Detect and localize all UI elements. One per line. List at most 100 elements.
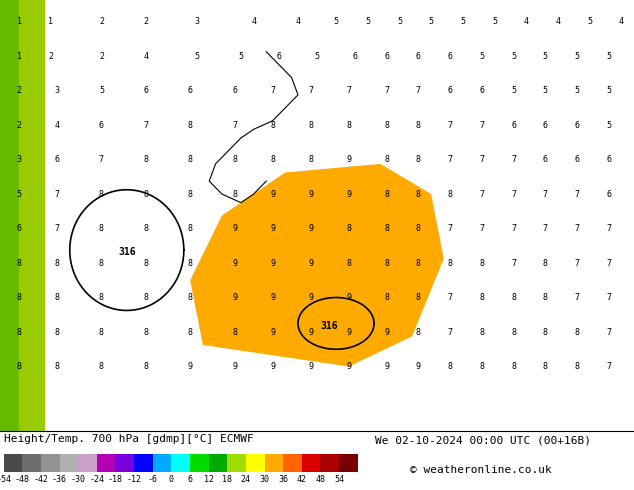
Text: 9: 9 <box>232 224 237 233</box>
Text: 7: 7 <box>479 121 484 129</box>
Text: 7: 7 <box>346 86 351 95</box>
Text: 8: 8 <box>99 362 104 371</box>
Text: 8: 8 <box>188 293 193 302</box>
Text: 5: 5 <box>333 17 339 26</box>
Bar <box>60 454 78 472</box>
Text: 8: 8 <box>188 155 193 164</box>
Text: 5: 5 <box>511 86 516 95</box>
Text: 7: 7 <box>606 259 611 268</box>
Text: -6: -6 <box>148 475 158 484</box>
Text: 8: 8 <box>416 259 421 268</box>
Text: 6: 6 <box>574 155 579 164</box>
Text: 1: 1 <box>48 17 53 26</box>
Text: 8: 8 <box>16 362 22 371</box>
Text: 8: 8 <box>188 190 193 198</box>
Text: 8: 8 <box>384 259 389 268</box>
Text: 12: 12 <box>204 475 214 484</box>
Text: 2: 2 <box>99 17 104 26</box>
Text: 9: 9 <box>308 293 313 302</box>
Text: 8: 8 <box>308 155 313 164</box>
Text: 6: 6 <box>99 121 104 129</box>
Text: 9: 9 <box>346 293 351 302</box>
Text: 8: 8 <box>384 224 389 233</box>
Text: 7: 7 <box>511 190 516 198</box>
Text: 1: 1 <box>16 51 22 61</box>
Text: 7: 7 <box>511 259 516 268</box>
Text: 8: 8 <box>270 155 275 164</box>
Text: 8: 8 <box>55 362 60 371</box>
Text: 7: 7 <box>99 155 104 164</box>
Text: 9: 9 <box>270 259 275 268</box>
Text: 9: 9 <box>232 259 237 268</box>
Text: 316: 316 <box>321 320 339 331</box>
Text: 9: 9 <box>188 362 193 371</box>
Text: -36: -36 <box>52 475 67 484</box>
Text: 8: 8 <box>543 362 548 371</box>
Text: 9: 9 <box>416 362 421 371</box>
Text: 8: 8 <box>448 190 453 198</box>
Text: 7: 7 <box>232 121 237 129</box>
Text: 2: 2 <box>48 51 53 61</box>
Text: 9: 9 <box>232 293 237 302</box>
Text: 6: 6 <box>448 86 453 95</box>
Text: -12: -12 <box>127 475 141 484</box>
Text: 7: 7 <box>606 327 611 337</box>
Text: 5: 5 <box>365 17 370 26</box>
Text: 9: 9 <box>232 362 237 371</box>
Text: -54: -54 <box>0 475 11 484</box>
Text: 7: 7 <box>479 190 484 198</box>
Text: 8: 8 <box>543 293 548 302</box>
Text: 9: 9 <box>384 362 389 371</box>
Text: 6: 6 <box>143 86 148 95</box>
Text: 5: 5 <box>587 17 592 26</box>
Text: 2: 2 <box>99 51 104 61</box>
Text: 8: 8 <box>188 327 193 337</box>
Text: 8: 8 <box>55 327 60 337</box>
Text: -48: -48 <box>15 475 30 484</box>
Text: 6: 6 <box>574 121 579 129</box>
Text: 4: 4 <box>55 121 60 129</box>
Text: 8: 8 <box>479 293 484 302</box>
Text: 7: 7 <box>384 86 389 95</box>
Text: 9: 9 <box>270 293 275 302</box>
Text: 9: 9 <box>308 327 313 337</box>
Text: 8: 8 <box>346 259 351 268</box>
Text: 8: 8 <box>511 362 516 371</box>
Polygon shape <box>190 164 444 367</box>
Text: 5: 5 <box>574 86 579 95</box>
Text: 7: 7 <box>574 190 579 198</box>
Bar <box>115 454 134 472</box>
Text: 6: 6 <box>188 86 193 95</box>
Text: 8: 8 <box>232 190 237 198</box>
Text: Height/Temp. 700 hPa [gdmp][°C] ECMWF: Height/Temp. 700 hPa [gdmp][°C] ECMWF <box>4 434 254 444</box>
Text: 7: 7 <box>574 259 579 268</box>
Text: 9: 9 <box>346 327 351 337</box>
Text: 7: 7 <box>479 224 484 233</box>
Text: 4: 4 <box>619 17 624 26</box>
Text: 8: 8 <box>346 121 351 129</box>
Text: 5: 5 <box>314 51 320 61</box>
Text: 7: 7 <box>543 190 548 198</box>
Text: 8: 8 <box>143 362 148 371</box>
Text: 4: 4 <box>143 51 148 61</box>
Text: 8: 8 <box>308 121 313 129</box>
Text: 6: 6 <box>353 51 358 61</box>
Text: 7: 7 <box>416 86 421 95</box>
Text: 6: 6 <box>448 51 453 61</box>
Text: 1: 1 <box>16 17 22 26</box>
Text: 8: 8 <box>543 327 548 337</box>
Text: 8: 8 <box>99 259 104 268</box>
Text: 8: 8 <box>448 259 453 268</box>
Text: 5: 5 <box>429 17 434 26</box>
Bar <box>22 454 41 472</box>
Bar <box>4 454 22 472</box>
Bar <box>0 0 19 431</box>
Text: 9: 9 <box>308 362 313 371</box>
Text: 9: 9 <box>384 327 389 337</box>
Text: 4: 4 <box>524 17 529 26</box>
Text: 8: 8 <box>384 155 389 164</box>
Bar <box>171 454 190 472</box>
Text: 18: 18 <box>223 475 232 484</box>
Text: 8: 8 <box>416 155 421 164</box>
Text: 6: 6 <box>606 155 611 164</box>
